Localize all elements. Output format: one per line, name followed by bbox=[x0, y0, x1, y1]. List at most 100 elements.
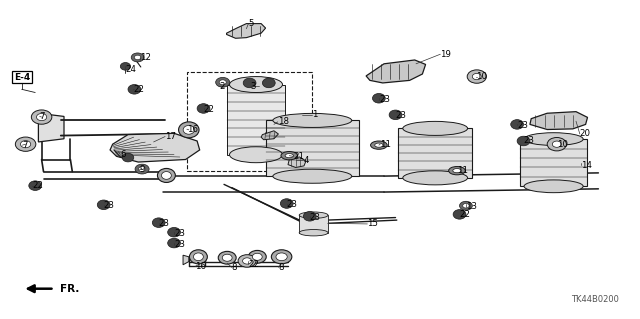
Ellipse shape bbox=[273, 169, 352, 183]
Text: 9: 9 bbox=[140, 165, 145, 174]
Bar bbox=[398, 128, 472, 178]
Text: 10: 10 bbox=[476, 72, 487, 81]
Ellipse shape bbox=[453, 168, 461, 173]
Ellipse shape bbox=[524, 133, 583, 145]
Ellipse shape bbox=[218, 251, 236, 264]
Ellipse shape bbox=[273, 113, 352, 127]
Ellipse shape bbox=[135, 164, 149, 174]
Ellipse shape bbox=[389, 110, 402, 120]
Text: 13: 13 bbox=[466, 202, 477, 211]
Ellipse shape bbox=[262, 78, 275, 88]
Ellipse shape bbox=[517, 136, 530, 146]
Ellipse shape bbox=[193, 253, 204, 261]
Text: 2: 2 bbox=[219, 82, 225, 91]
Ellipse shape bbox=[243, 78, 256, 88]
Ellipse shape bbox=[252, 253, 262, 260]
Text: 21: 21 bbox=[293, 152, 304, 161]
Ellipse shape bbox=[248, 250, 266, 263]
Ellipse shape bbox=[157, 168, 175, 182]
Ellipse shape bbox=[189, 250, 207, 264]
Text: 19: 19 bbox=[440, 50, 451, 59]
Text: 5: 5 bbox=[248, 19, 254, 28]
Ellipse shape bbox=[280, 199, 293, 208]
Text: 22: 22 bbox=[204, 105, 214, 114]
Polygon shape bbox=[288, 157, 306, 167]
Polygon shape bbox=[227, 24, 266, 38]
Ellipse shape bbox=[547, 137, 566, 151]
Text: 22: 22 bbox=[460, 210, 470, 219]
Ellipse shape bbox=[128, 85, 141, 94]
Ellipse shape bbox=[161, 172, 172, 179]
Text: 23: 23 bbox=[379, 95, 390, 104]
Text: 22: 22 bbox=[32, 181, 43, 190]
Text: 23: 23 bbox=[524, 137, 534, 145]
Ellipse shape bbox=[152, 218, 165, 227]
Ellipse shape bbox=[120, 63, 131, 70]
Text: 23: 23 bbox=[287, 200, 298, 209]
Text: 15: 15 bbox=[367, 219, 378, 228]
Ellipse shape bbox=[271, 250, 292, 264]
Text: 16: 16 bbox=[187, 125, 198, 134]
Ellipse shape bbox=[97, 200, 110, 210]
Ellipse shape bbox=[472, 73, 481, 80]
Text: 8: 8 bbox=[232, 263, 237, 272]
Text: FR.: FR. bbox=[60, 284, 79, 294]
Polygon shape bbox=[183, 255, 189, 265]
Ellipse shape bbox=[243, 258, 252, 264]
Ellipse shape bbox=[36, 114, 47, 121]
Ellipse shape bbox=[372, 93, 385, 103]
Ellipse shape bbox=[168, 227, 180, 237]
Text: 23: 23 bbox=[174, 241, 185, 249]
Polygon shape bbox=[366, 60, 426, 83]
Ellipse shape bbox=[15, 137, 36, 151]
Ellipse shape bbox=[403, 121, 468, 135]
Text: 7: 7 bbox=[40, 112, 45, 121]
Ellipse shape bbox=[230, 77, 282, 93]
Text: 11: 11 bbox=[380, 140, 391, 149]
Ellipse shape bbox=[222, 254, 232, 261]
Ellipse shape bbox=[511, 120, 524, 129]
Ellipse shape bbox=[183, 125, 195, 134]
Ellipse shape bbox=[31, 110, 52, 124]
Text: 23: 23 bbox=[104, 201, 115, 210]
Ellipse shape bbox=[449, 167, 465, 175]
Bar bbox=[187, 72, 312, 171]
Bar bbox=[300, 215, 328, 233]
Ellipse shape bbox=[134, 55, 141, 60]
Text: TK44B0200: TK44B0200 bbox=[572, 295, 619, 304]
Ellipse shape bbox=[300, 230, 328, 236]
Ellipse shape bbox=[29, 181, 42, 190]
Text: 22: 22 bbox=[133, 85, 144, 94]
Text: 17: 17 bbox=[165, 132, 176, 141]
Text: 20: 20 bbox=[580, 130, 591, 138]
Text: 1: 1 bbox=[312, 110, 318, 119]
Polygon shape bbox=[530, 112, 588, 130]
Text: 22: 22 bbox=[248, 260, 259, 269]
Text: 11: 11 bbox=[457, 166, 468, 175]
Text: 23: 23 bbox=[517, 121, 528, 130]
Ellipse shape bbox=[139, 167, 146, 172]
Text: 7: 7 bbox=[22, 141, 28, 150]
Ellipse shape bbox=[524, 180, 583, 193]
Text: E-4: E-4 bbox=[13, 73, 30, 82]
Ellipse shape bbox=[460, 201, 472, 210]
Text: 23: 23 bbox=[310, 213, 321, 222]
Bar bbox=[266, 120, 358, 176]
Ellipse shape bbox=[131, 53, 144, 62]
Text: 12: 12 bbox=[140, 53, 150, 62]
Polygon shape bbox=[261, 131, 278, 140]
Ellipse shape bbox=[375, 143, 383, 147]
Ellipse shape bbox=[285, 154, 294, 158]
Text: 24: 24 bbox=[125, 65, 136, 74]
Ellipse shape bbox=[238, 255, 256, 267]
Ellipse shape bbox=[552, 141, 561, 147]
Ellipse shape bbox=[216, 78, 230, 87]
Ellipse shape bbox=[467, 70, 486, 83]
Ellipse shape bbox=[197, 104, 210, 113]
Polygon shape bbox=[110, 133, 200, 162]
Text: 23: 23 bbox=[396, 111, 406, 120]
Text: 4: 4 bbox=[303, 156, 309, 165]
Text: 10: 10 bbox=[557, 140, 568, 149]
Ellipse shape bbox=[168, 238, 180, 248]
Ellipse shape bbox=[219, 80, 227, 85]
